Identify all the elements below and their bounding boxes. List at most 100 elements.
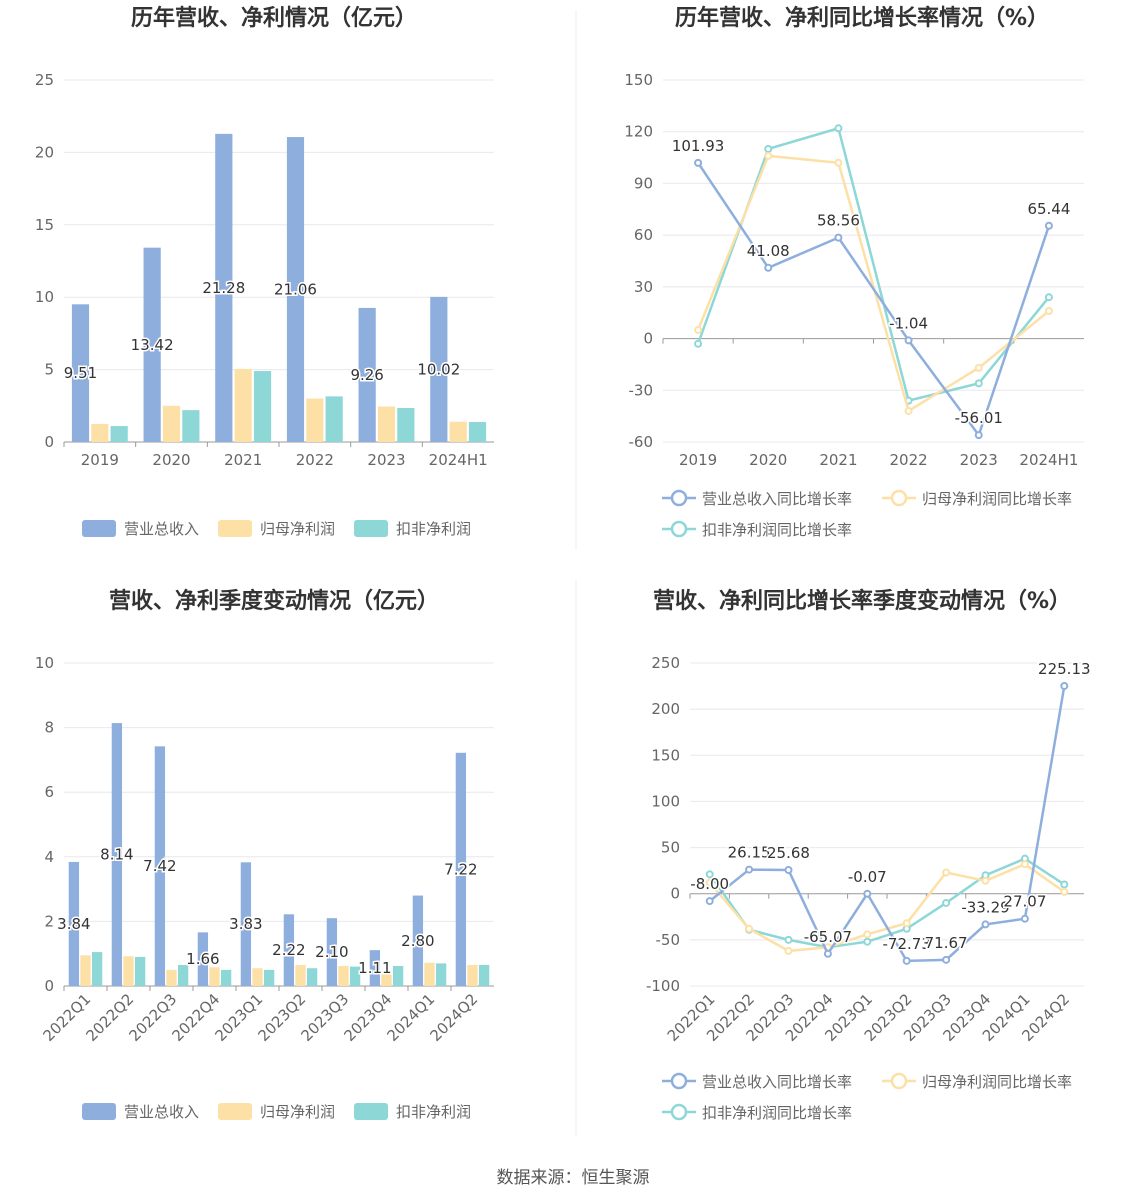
line-data-label: -33.29 [961,898,1009,916]
bar-parent-profit [467,965,478,986]
legend-marker [890,1072,908,1090]
x-tick-label: 2019 [81,451,119,469]
legend-label: 营业总收入同比增长率 [702,1073,852,1091]
y-tick-label: 0 [643,330,653,348]
legend-label: 营业总收入 [124,520,199,538]
x-tick-label: 2021 [224,451,262,469]
x-tick-label: 2024H1 [1019,451,1078,469]
legend-label: 扣非净利润同比增长率 [702,1104,852,1122]
bar-deducted-profit [397,407,415,442]
line-data-label: 41.08 [747,242,790,260]
bar-revenue [215,133,233,442]
line-data-label: 25.68 [767,844,810,862]
y-tick-label: 15 [35,216,54,234]
series-point [974,431,983,440]
chart-title: 营收、净利同比增长率季度变动情况（%） [653,588,1071,614]
bar-revenue [455,752,467,986]
bar-revenue [412,895,424,986]
series-point [764,144,773,153]
series-point [705,878,714,887]
series-point [694,339,703,348]
legend-label: 扣非净利润 [396,1103,471,1121]
legend-marker [670,1072,688,1090]
series-point [784,866,793,875]
bar-parent-profit [424,962,435,986]
series-point [1020,914,1029,923]
series-point [834,158,843,167]
legend-swatch [354,520,388,537]
bar-deducted-profit [177,965,189,986]
series-point [1044,306,1053,315]
bar-deducted-profit [306,968,318,986]
series-point [1044,221,1053,230]
bar-parent-profit [449,421,467,442]
line-data-label: -72.73 [883,935,931,953]
series-point [863,937,872,946]
legend-swatch [82,520,116,537]
y-tick-label: -50 [656,931,681,949]
bar-data-label: 7.42 [143,857,176,875]
y-tick-label: 8 [44,719,54,737]
line-data-label: -56.01 [955,409,1003,427]
series-line-revenue [708,685,1066,963]
bar-deducted-profit [435,963,447,986]
bar-deducted-profit [392,965,404,986]
series-point [942,868,951,877]
y-tick-label: -60 [629,433,654,451]
bar-data-label: 3.84 [57,915,90,933]
bar-data-label: 2.22 [272,941,305,959]
y-tick-label: 50 [661,839,680,857]
series-point [784,946,793,955]
legend-label: 归母净利润同比增长率 [922,490,1072,508]
legend-marker [670,1103,688,1121]
legend-swatch [218,520,252,537]
legend-marker [670,520,688,538]
chart-title: 营收、净利季度变动情况（亿元） [109,588,439,614]
y-tick-label: 5 [44,361,54,379]
y-tick-label: 200 [651,700,680,718]
series-point [764,263,773,272]
bar-parent-profit [252,968,263,986]
legend-label: 营业总收入同比增长率 [702,490,852,508]
y-tick-label: 30 [634,278,653,296]
legend-label: 归母净利润同比增长率 [922,1073,1072,1091]
series-point [694,158,703,167]
y-tick-label: 150 [624,71,653,89]
series-point [904,336,913,345]
bar-data-label: 3.83 [229,915,262,933]
series-point [974,379,983,388]
series-point [974,363,983,372]
series-point [981,920,990,929]
series-point [1060,681,1069,690]
line-data-label: 26.15 [728,844,771,862]
bar-parent-profit [162,405,181,442]
legend-label: 扣非净利润同比增长率 [702,521,852,539]
bar-deducted-profit [478,965,490,986]
y-tick-label: 90 [634,174,653,192]
bar-data-label: 2.80 [401,932,434,950]
x-tick-label: 2022 [889,451,927,469]
legend-label: 归母净利润 [260,520,335,538]
bar-parent-profit [338,965,349,986]
series-point [745,865,754,874]
bar-parent-profit [91,423,109,442]
line-data-label: 58.56 [817,212,860,230]
series-line-deducted-profit [708,857,1065,949]
x-tick-label: 2023 [960,451,998,469]
x-tick-label: 2023 [367,451,405,469]
bar-revenue [326,918,338,986]
bar-parent-profit [295,965,306,986]
y-tick-label: -100 [646,977,680,995]
line-data-label: 27.07 [1003,893,1046,911]
bar-deducted-profit [134,956,146,986]
y-tick-label: 150 [651,746,680,764]
series-point [745,924,754,933]
y-tick-label: 6 [44,783,54,801]
x-tick-label: 2024H1 [429,451,488,469]
series-point [981,876,990,885]
y-tick-label: 0 [670,885,680,903]
series-point [694,325,703,334]
line-data-label: 65.44 [1027,200,1070,218]
bar-data-label: 10.02 [417,360,460,378]
line-data-label: -8.00 [690,875,729,893]
